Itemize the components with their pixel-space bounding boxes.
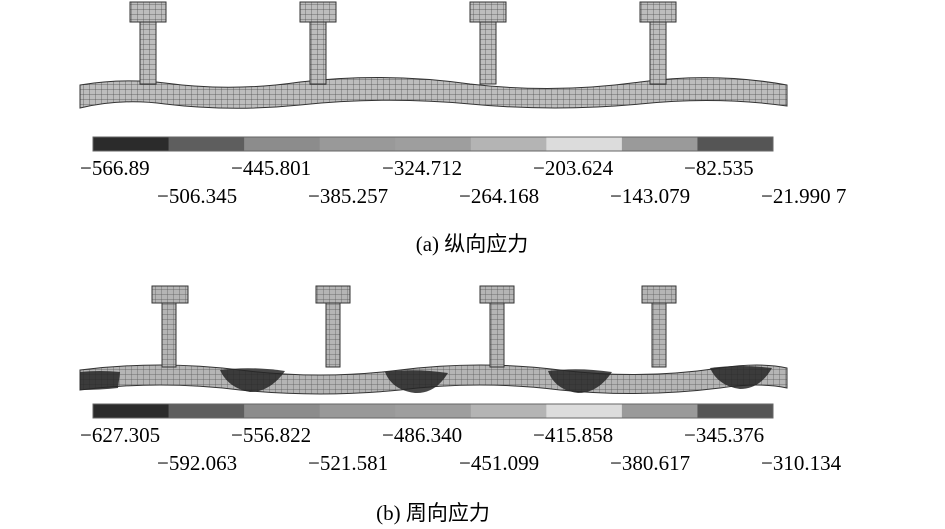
legend-label: −592.063 bbox=[157, 451, 237, 475]
color-bar-frame bbox=[92, 403, 774, 419]
legend-labels: −627.305 −592.063 −556.822 −521.581 −486.340… bbox=[80, 423, 842, 475]
legend-label: −415.858 bbox=[533, 423, 613, 447]
color-bar-frame bbox=[92, 136, 774, 152]
legend-label: −264.168 bbox=[459, 184, 539, 208]
legend-label: −380.617 bbox=[610, 451, 690, 475]
legend-label: −143.079 bbox=[610, 184, 690, 208]
color-bar-segment bbox=[697, 404, 774, 418]
legend-label: −486.340 bbox=[382, 423, 462, 447]
stiffeners bbox=[129, 1, 677, 85]
caption: (a) 纵向应力 bbox=[416, 232, 529, 256]
caption: (b) 周向应力 bbox=[376, 501, 490, 525]
color-bar-segment bbox=[244, 137, 321, 151]
legend-label: −324.712 bbox=[382, 156, 462, 180]
legend-label: −310.134 bbox=[761, 451, 842, 475]
shell-band bbox=[79, 76, 788, 109]
panel-b: −627.305 −592.063 −556.822 −521.581 −486.340… bbox=[79, 285, 842, 525]
legend-label: −345.376 bbox=[684, 423, 764, 447]
color-bar-segment bbox=[93, 404, 170, 418]
legend-labels: −566.89 −506.345 −445.801 −385.257 −324.712 −… bbox=[80, 156, 846, 208]
stiffeners bbox=[151, 285, 677, 368]
legend-label: −21.990 7 bbox=[761, 184, 846, 208]
legend-label: −385.257 bbox=[308, 184, 388, 208]
color-bar-segment bbox=[319, 404, 396, 418]
legend-label: −203.624 bbox=[533, 156, 614, 180]
color-bar-segment bbox=[621, 137, 698, 151]
color-bar-segment bbox=[546, 137, 623, 151]
color-bar bbox=[92, 136, 774, 152]
color-bar-segment bbox=[395, 404, 472, 418]
color-bar-segment bbox=[168, 404, 245, 418]
color-bar-segment bbox=[319, 137, 396, 151]
color-bar-segment bbox=[395, 137, 472, 151]
color-bar-segment bbox=[697, 137, 774, 151]
stress-zones bbox=[80, 366, 772, 394]
fem-model bbox=[79, 1, 788, 109]
color-bar-segment bbox=[470, 404, 547, 418]
legend-label: −506.345 bbox=[157, 184, 237, 208]
legend-label: −627.305 bbox=[80, 423, 160, 447]
legend-label: −566.89 bbox=[80, 156, 150, 180]
color-bar-segment bbox=[470, 137, 547, 151]
legend-label: −521.581 bbox=[308, 451, 388, 475]
legend-label: −556.822 bbox=[231, 423, 311, 447]
color-bar-segment bbox=[621, 404, 698, 418]
legend-label: −445.801 bbox=[231, 156, 311, 180]
color-bar-segment bbox=[93, 137, 170, 151]
color-bar bbox=[92, 403, 774, 419]
color-bar-segment bbox=[168, 137, 245, 151]
panel-a: −566.89 −506.345 −445.801 −385.257 −324.712 −… bbox=[79, 1, 846, 256]
legend-label: −451.099 bbox=[459, 451, 539, 475]
color-bar-segment bbox=[546, 404, 623, 418]
fem-model bbox=[79, 285, 788, 395]
legend-label: −82.535 bbox=[684, 156, 754, 180]
color-bar-segment bbox=[244, 404, 321, 418]
